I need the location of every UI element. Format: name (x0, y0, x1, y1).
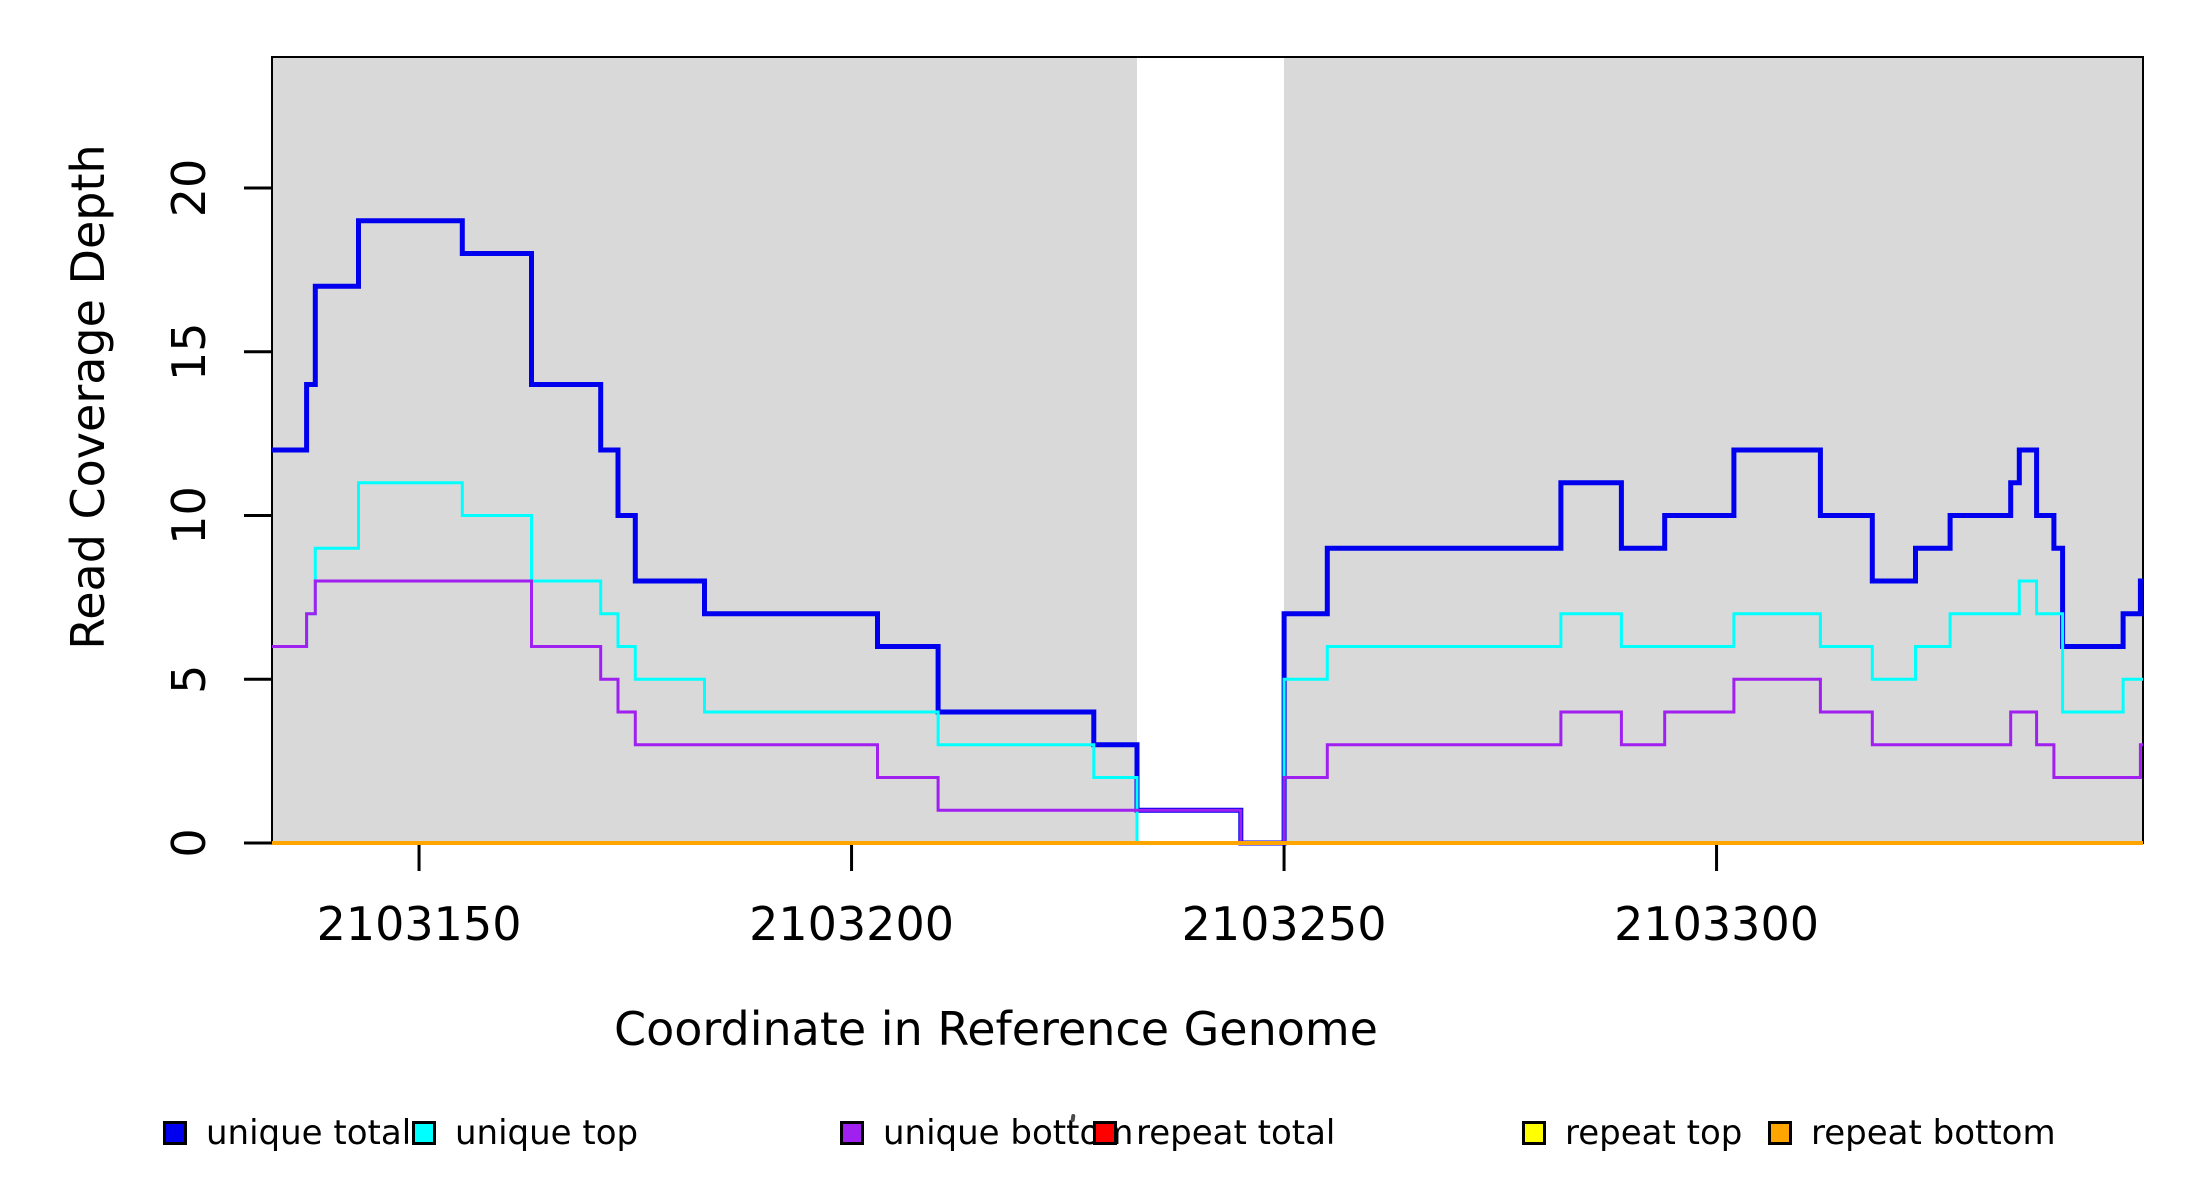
legend-item-unique-total: unique total (163, 1110, 411, 1156)
legend-item-repeat-top: repeat top (1522, 1110, 1742, 1156)
series-line-unique-bottom (272, 579, 2143, 845)
legend-item-repeat-total: repeat total (1093, 1110, 1335, 1156)
repeat-bottom-swatch-icon (1768, 1121, 1792, 1145)
legend-label: unique top (455, 1113, 639, 1153)
x-tick-label: 2103200 (749, 897, 954, 951)
y-tick-label: 10 (162, 486, 216, 545)
legend-item-repeat-bottom: repeat bottom (1768, 1110, 2056, 1156)
legend-label: unique bottom (883, 1113, 1134, 1153)
shaded-region-1 (1284, 57, 2143, 843)
series-line-unique-top (272, 481, 2143, 845)
legend-item-unique-top: unique top (412, 1110, 638, 1156)
series-line-unique-total (272, 218, 2143, 846)
x-axis-title: Coordinate in Reference Genome (614, 1002, 1378, 1056)
y-tick-label: 15 (162, 322, 216, 381)
legend-label: repeat top (1565, 1113, 1743, 1153)
y-axis-title: Read Coverage Depth (61, 144, 115, 650)
y-tick-label: 0 (162, 828, 216, 857)
repeat-total-swatch-icon (1093, 1121, 1117, 1145)
x-tick-label: 2103250 (1182, 897, 1387, 951)
shaded-region-0 (272, 57, 1138, 843)
legend-label: repeat total (1136, 1113, 1336, 1153)
repeat-top-swatch-icon (1522, 1121, 1546, 1145)
legend-item-unique-bottom: unique bottom (840, 1110, 1133, 1156)
y-tick-label: 5 (162, 665, 216, 694)
legend: unique total unique top unique bottom re… (0, 1110, 2200, 1170)
unique-bottom-swatch-icon (840, 1121, 864, 1145)
unique-top-swatch-icon (412, 1121, 436, 1145)
legend-label: repeat bottom (1811, 1113, 2056, 1153)
x-tick-label: 2103150 (317, 897, 522, 951)
x-tick-label: 2103300 (1614, 897, 1819, 951)
y-tick-label: 20 (162, 159, 216, 218)
legend-label: unique total (206, 1113, 412, 1153)
unique-total-swatch-icon (163, 1121, 187, 1145)
